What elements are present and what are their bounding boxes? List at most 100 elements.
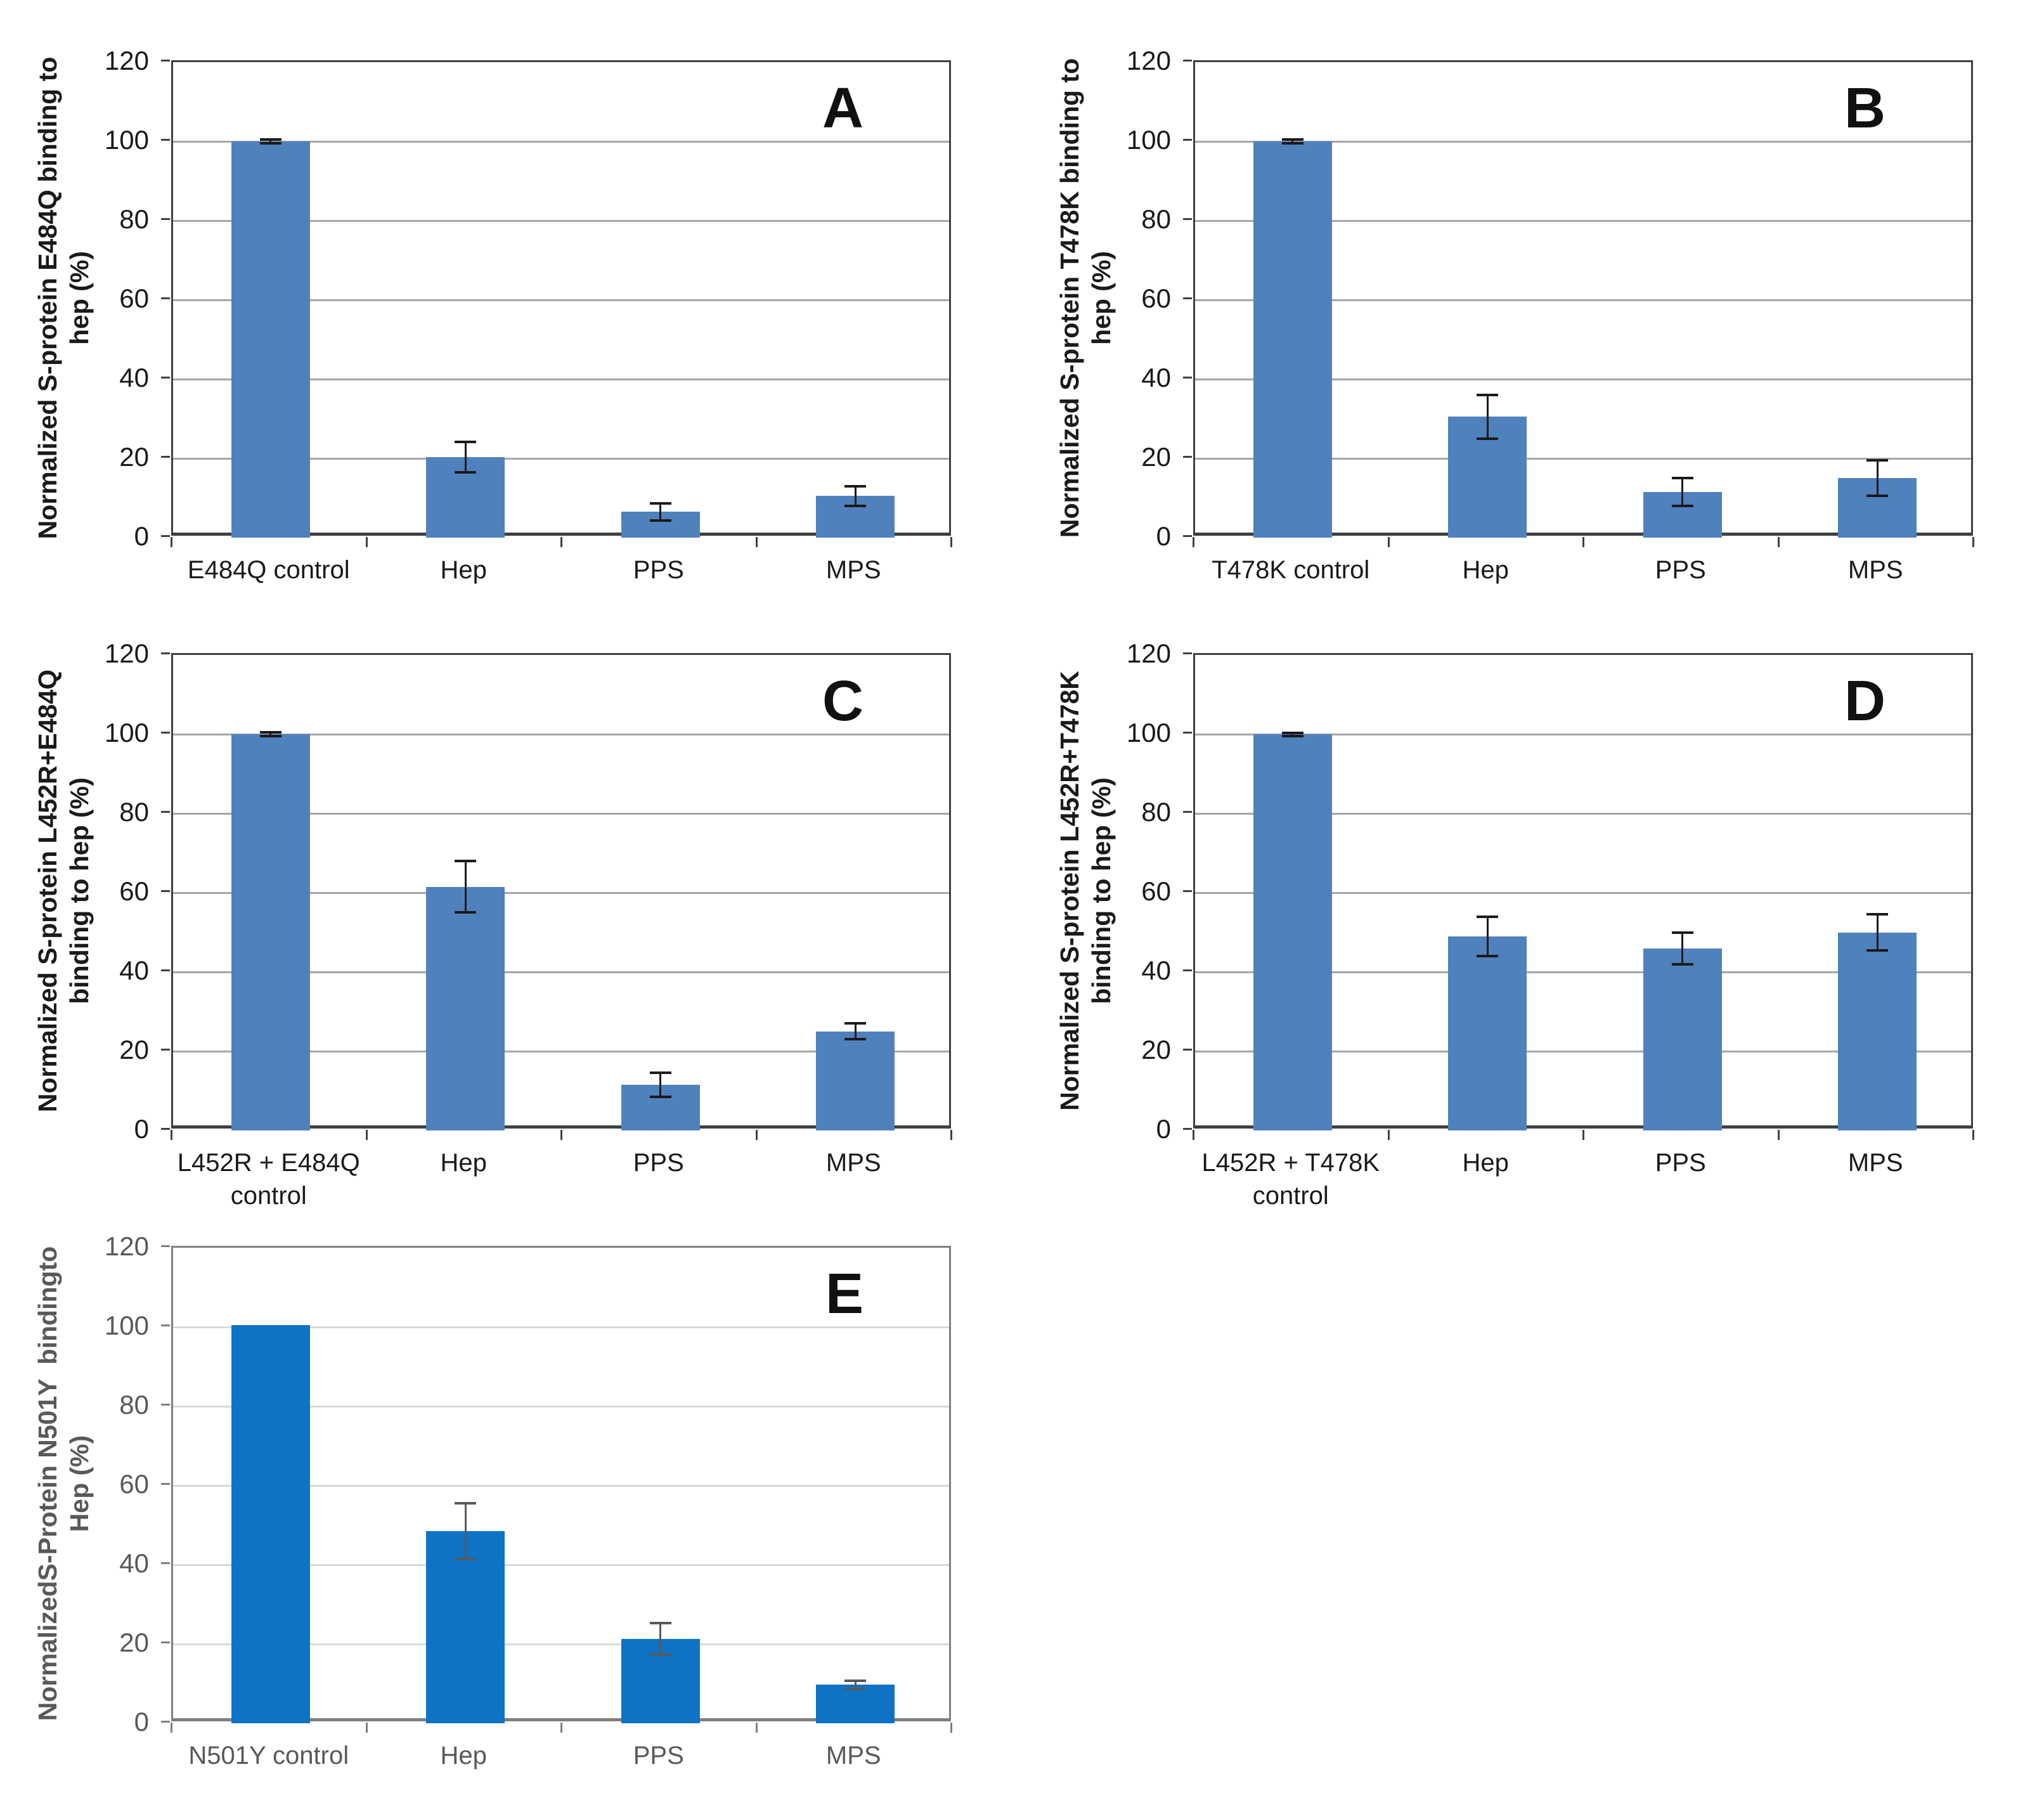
y-axis-tick [1183,377,1192,379]
x-category-label: PPS [633,1742,684,1770]
x-axis-tick [365,1723,368,1733]
error-bar-line [1681,478,1684,506]
x-category-label: MPS [825,556,881,584]
panel-letter-d: D [1844,670,1886,733]
x-category-label: Hep [440,556,487,584]
error-bar-cap-bottom [1477,437,1499,440]
error-bar-cap-bottom [844,1038,867,1041]
x-axis-tick [365,537,368,547]
error-bar-cap-top [455,441,477,444]
error-bar-line [854,1681,857,1689]
y-tick-label: 80 [119,204,149,234]
y-axis-tick [1183,732,1192,734]
bar-mps [816,1685,895,1723]
bar-e484q-control [231,141,310,538]
error-bar-cap-top [844,1022,867,1025]
gridline-y-60 [1195,892,1971,894]
error-bar-cap-bottom [259,735,281,738]
y-tick-label: 80 [119,797,149,827]
gridline-y-100 [1195,734,1971,735]
y-tick-label: 120 [104,1231,149,1261]
x-category-label: MPS [825,1742,881,1770]
y-axis-tick [161,811,170,813]
x-axis-tick [1972,1130,1974,1140]
error-bar-cap-bottom [455,911,477,914]
gridline-y-100 [1195,141,1971,143]
error-bar-cap-bottom [649,1653,671,1656]
gridline-y-20 [1195,458,1971,460]
error-bar-cap-bottom [455,470,477,474]
gridline-y-20 [173,458,949,460]
error-bar-cap-bottom [455,1557,477,1560]
bar-pps [1643,948,1722,1130]
y-axis-tick [161,139,170,141]
y-tick-label: 60 [119,1469,149,1499]
y-tick-label: 0 [1156,521,1171,551]
error-bar-cap-top [649,1071,671,1075]
x-axis-tick [755,537,758,547]
y-tick-label: 40 [119,955,149,985]
x-axis-tick [1777,1130,1780,1140]
x-axis-tick [1972,537,1974,547]
bar-mps [1838,932,1917,1130]
y-tick-label: 80 [1141,204,1171,234]
x-axis-tick [171,1130,172,1140]
y-axis-tick [161,218,170,220]
error-bar-cap-bottom [1281,734,1303,737]
error-bar-cap-top [1281,138,1303,141]
x-category-label: N501Y control [188,1742,349,1770]
x-category-label: MPS [1847,1149,1903,1177]
plot-area: B [1193,60,1973,538]
y-axis-tick [161,969,170,971]
error-bar-line [1876,460,1879,496]
error-bar-cap-bottom [1866,948,1889,952]
y-tick-label: 40 [119,363,149,392]
y-tick-label: 120 [1126,46,1171,75]
gridline-y-80 [173,813,949,815]
error-bar-line [659,1073,662,1097]
x-category-label: L452R + T478K control [1201,1149,1380,1210]
chart-panel-c: Normalized S-protein L452R+E484Q binding … [0,602,1022,1210]
bar-t478k-control [1253,141,1332,538]
x-axis-tick [1582,1130,1584,1140]
x-axis-tick [171,537,172,547]
panel-letter-c: C [822,670,864,733]
bar-n501y-control [231,1324,310,1723]
gridline-y-80 [173,220,949,222]
error-bar-cap-bottom [1671,962,1693,966]
x-axis-tick [171,1723,172,1733]
gridline-y-80 [173,1406,949,1408]
y-axis-tick [161,1049,170,1051]
panel-letter-a: A [822,77,864,140]
y-axis-tick [1183,456,1192,458]
x-category-label: MPS [1847,556,1903,584]
y-tick-label: 100 [104,1311,149,1340]
y-axis-tick [161,297,170,299]
panel-letter-e: E [825,1262,864,1326]
error-bar-line [464,1503,467,1559]
x-category-label: Hep [1462,556,1509,584]
x-axis-tick [950,1723,952,1733]
y-tick-label: 0 [134,1114,149,1144]
x-axis-tick [560,537,562,547]
error-bar-line [1291,732,1294,736]
y-tick-label: 80 [119,1390,149,1420]
y-axis-tick [1183,297,1192,299]
y-axis-tick [1183,969,1192,971]
chart-panel-a: Normalized S-protein E484Q binding to hep… [0,10,1022,602]
y-axis-tick [161,1324,170,1326]
error-bar-cap-top [844,484,867,488]
error-bar-line [854,1023,857,1040]
gridline-y-60 [173,892,949,894]
y-axis-tick [161,1641,170,1643]
x-axis-tick [1387,537,1390,547]
y-tick-label: 0 [134,1707,149,1737]
y-tick-label: 60 [1141,876,1171,906]
gridline-y-100 [173,734,949,735]
y-axis-tick [1183,218,1192,220]
x-category-label: PPS [1655,556,1706,584]
error-bar-cap-top [844,1680,867,1683]
y-tick-label: 0 [134,521,149,551]
gridline-y-20 [173,1051,949,1052]
